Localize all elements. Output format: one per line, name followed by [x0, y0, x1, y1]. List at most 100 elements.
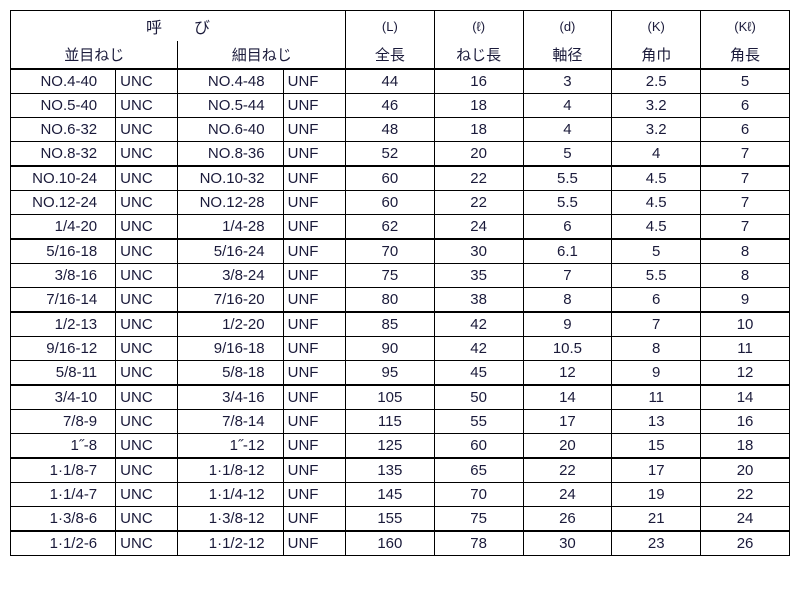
cell-value: 60 [434, 434, 523, 459]
cell-value: 26 [523, 507, 612, 532]
cell-value: 7 [701, 215, 790, 240]
header-col-s-4: (Kℓ) [701, 11, 790, 42]
cell-value: 20 [523, 434, 612, 459]
table-row: 1·1/8-7UNC1·1/8-12UNF13565221720 [11, 458, 790, 483]
table-row: NO.5-40UNCNO.5-44UNF461843.26 [11, 94, 790, 118]
cell-value: 30 [523, 531, 612, 556]
cell-fine-size: NO.5-44 [178, 94, 283, 118]
cell-value: 42 [434, 337, 523, 361]
cell-fine-size: 5/16-24 [178, 239, 283, 264]
cell-fine-size: 5/8-18 [178, 361, 283, 386]
cell-value: 3.2 [612, 118, 701, 142]
cell-value: 55 [434, 410, 523, 434]
cell-coarse-size: 7/16-14 [11, 288, 116, 313]
cell-value: 105 [345, 385, 434, 410]
cell-coarse-type: UNC [116, 215, 178, 240]
cell-coarse-size: 3/8-16 [11, 264, 116, 288]
cell-coarse-type: UNC [116, 458, 178, 483]
header-col-l-1: ねじ長 [434, 41, 523, 69]
cell-value: 160 [345, 531, 434, 556]
cell-value: 38 [434, 288, 523, 313]
cell-coarse-type: UNC [116, 361, 178, 386]
table-row: 1/2-13UNC1/2-20UNF85429710 [11, 312, 790, 337]
cell-value: 30 [434, 239, 523, 264]
cell-value: 14 [701, 385, 790, 410]
cell-value: 2.5 [612, 69, 701, 94]
cell-value: 3 [523, 69, 612, 94]
cell-value: 22 [434, 191, 523, 215]
cell-value: 8 [612, 337, 701, 361]
cell-coarse-size: 7/8-9 [11, 410, 116, 434]
table-row: NO.4-40UNCNO.4-48UNF441632.55 [11, 69, 790, 94]
header-col-l-2: 軸径 [523, 41, 612, 69]
cell-value: 19 [612, 483, 701, 507]
table-header: 呼 び (L) (ℓ) (d) (K) (Kℓ) 並目ねじ 細目ねじ 全長 ねじ… [11, 11, 790, 70]
cell-value: 18 [701, 434, 790, 459]
cell-value: 5 [612, 239, 701, 264]
cell-fine-size: 3/4-16 [178, 385, 283, 410]
cell-value: 17 [523, 410, 612, 434]
cell-value: 35 [434, 264, 523, 288]
table-row: 1/4-20UNC1/4-28UNF622464.57 [11, 215, 790, 240]
cell-coarse-type: UNC [116, 191, 178, 215]
cell-value: 17 [612, 458, 701, 483]
cell-fine-type: UNF [283, 312, 345, 337]
table-row: 5/8-11UNC5/8-18UNF954512912 [11, 361, 790, 386]
cell-value: 9 [701, 288, 790, 313]
cell-value: 75 [345, 264, 434, 288]
cell-value: 6 [701, 118, 790, 142]
cell-value: 11 [612, 385, 701, 410]
cell-fine-type: UNF [283, 191, 345, 215]
cell-coarse-size: 3/4-10 [11, 385, 116, 410]
cell-value: 125 [345, 434, 434, 459]
cell-fine-type: UNF [283, 239, 345, 264]
cell-value: 10 [701, 312, 790, 337]
cell-value: 22 [701, 483, 790, 507]
cell-value: 8 [701, 264, 790, 288]
cell-fine-size: 1·1/4-12 [178, 483, 283, 507]
cell-value: 10.5 [523, 337, 612, 361]
cell-coarse-size: 1·1/2-6 [11, 531, 116, 556]
cell-coarse-size: 1/2-13 [11, 312, 116, 337]
header-col-s-0: (L) [345, 11, 434, 42]
cell-value: 9 [612, 361, 701, 386]
table-row: 9/16-12UNC9/16-18UNF904210.5811 [11, 337, 790, 361]
cell-value: 18 [434, 94, 523, 118]
cell-fine-size: 7/16-20 [178, 288, 283, 313]
cell-fine-type: UNF [283, 483, 345, 507]
cell-coarse-size: 1·3/8-6 [11, 507, 116, 532]
table-row: 7/8-9UNC7/8-14UNF11555171316 [11, 410, 790, 434]
cell-fine-type: UNF [283, 118, 345, 142]
cell-value: 85 [345, 312, 434, 337]
cell-value: 90 [345, 337, 434, 361]
cell-fine-type: UNF [283, 337, 345, 361]
cell-value: 4.5 [612, 166, 701, 191]
cell-value: 70 [434, 483, 523, 507]
table-row: 1·1/4-7UNC1·1/4-12UNF14570241922 [11, 483, 790, 507]
header-col-s-3: (K) [612, 11, 701, 42]
cell-coarse-size: 1/4-20 [11, 215, 116, 240]
cell-fine-type: UNF [283, 434, 345, 459]
header-col-l-3: 角巾 [612, 41, 701, 69]
cell-fine-size: 1·3/8-12 [178, 507, 283, 532]
cell-fine-size: 1·1/2-12 [178, 531, 283, 556]
cell-coarse-type: UNC [116, 483, 178, 507]
table-row: 3/4-10UNC3/4-16UNF10550141114 [11, 385, 790, 410]
table-row: NO.10-24UNCNO.10-32UNF60225.54.57 [11, 166, 790, 191]
table-row: NO.6-32UNCNO.6-40UNF481843.26 [11, 118, 790, 142]
cell-value: 24 [701, 507, 790, 532]
cell-value: 75 [434, 507, 523, 532]
cell-fine-size: NO.4-48 [178, 69, 283, 94]
cell-coarse-size: 1·1/4-7 [11, 483, 116, 507]
table-row: NO.12-24UNCNO.12-28UNF60225.54.57 [11, 191, 790, 215]
table-row: 7/16-14UNC7/16-20UNF8038869 [11, 288, 790, 313]
cell-value: 135 [345, 458, 434, 483]
cell-value: 46 [345, 94, 434, 118]
cell-value: 20 [434, 142, 523, 167]
cell-value: 12 [523, 361, 612, 386]
header-coarse: 並目ねじ [11, 41, 178, 69]
cell-coarse-type: UNC [116, 288, 178, 313]
cell-value: 50 [434, 385, 523, 410]
cell-coarse-type: UNC [116, 337, 178, 361]
cell-fine-type: UNF [283, 507, 345, 532]
